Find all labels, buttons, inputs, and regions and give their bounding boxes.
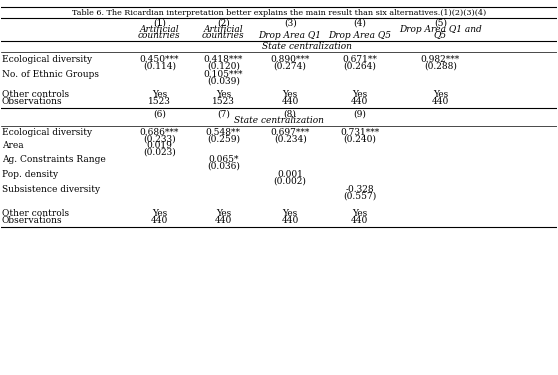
Text: Yes: Yes: [352, 90, 367, 99]
Text: (0.120): (0.120): [207, 62, 240, 71]
Text: Ecological diversity: Ecological diversity: [2, 55, 92, 64]
Text: Yes: Yes: [152, 90, 167, 99]
Text: (1): (1): [153, 19, 166, 28]
Text: Q5: Q5: [434, 31, 447, 40]
Text: Yes: Yes: [352, 209, 367, 218]
Text: Drop Area Q1 and: Drop Area Q1 and: [399, 25, 482, 34]
Text: State centralization: State centralization: [262, 42, 352, 51]
Text: countries: countries: [138, 31, 181, 40]
Text: Yes: Yes: [216, 90, 231, 99]
Text: 0.019: 0.019: [146, 141, 172, 150]
Text: Yes: Yes: [282, 209, 298, 218]
Text: 0.548**: 0.548**: [206, 128, 241, 137]
Text: Drop Area Q1: Drop Area Q1: [258, 31, 321, 40]
Text: 440: 440: [281, 97, 299, 106]
Text: countries: countries: [202, 31, 244, 40]
Text: 0.418***: 0.418***: [204, 55, 243, 64]
Text: State centralization: State centralization: [234, 116, 324, 125]
Text: Artificial: Artificial: [204, 25, 243, 34]
Text: 0.671**: 0.671**: [342, 55, 377, 64]
Text: Area: Area: [2, 141, 23, 150]
Text: Artificial: Artificial: [140, 25, 179, 34]
Text: (0.036): (0.036): [207, 161, 240, 170]
Text: Observations: Observations: [2, 97, 62, 106]
Text: Yes: Yes: [216, 209, 231, 218]
Text: -0.328: -0.328: [345, 185, 374, 194]
Text: (7): (7): [217, 110, 230, 118]
Text: 0.065*: 0.065*: [208, 155, 239, 164]
Text: (0.240): (0.240): [343, 134, 376, 143]
Text: Yes: Yes: [152, 209, 167, 218]
Text: 440: 440: [281, 216, 299, 225]
Text: 0.982***: 0.982***: [421, 55, 460, 64]
Text: Table 6. The Ricardian interpretation better explains the main result than six a: Table 6. The Ricardian interpretation be…: [72, 9, 486, 17]
Text: Yes: Yes: [282, 90, 298, 99]
Text: (0.002): (0.002): [273, 176, 306, 185]
Text: (0.234): (0.234): [274, 134, 306, 143]
Text: No. of Ethnic Groups: No. of Ethnic Groups: [2, 70, 99, 79]
Text: (0.114): (0.114): [143, 62, 176, 71]
Text: 440: 440: [351, 97, 368, 106]
Text: 0.686***: 0.686***: [140, 128, 179, 137]
Text: Observations: Observations: [2, 216, 62, 225]
Text: Pop. density: Pop. density: [2, 170, 58, 179]
Text: 1523: 1523: [212, 97, 235, 106]
Text: (0.274): (0.274): [273, 62, 306, 71]
Text: (0.264): (0.264): [343, 62, 376, 71]
Text: (0.557): (0.557): [343, 191, 376, 200]
Text: (8): (8): [283, 110, 296, 118]
Text: 0.450***: 0.450***: [140, 55, 179, 64]
Text: Ag. Constraints Range: Ag. Constraints Range: [2, 155, 105, 164]
Text: (3): (3): [284, 19, 296, 28]
Text: (0.233): (0.233): [143, 134, 176, 143]
Text: 440: 440: [432, 97, 449, 106]
Text: 0.697***: 0.697***: [271, 128, 310, 137]
Text: 440: 440: [151, 216, 168, 225]
Text: (0.039): (0.039): [207, 77, 240, 86]
Text: (5): (5): [434, 19, 447, 28]
Text: Subsistence diversity: Subsistence diversity: [2, 185, 100, 194]
Text: (0.023): (0.023): [143, 147, 176, 156]
Text: 0.731***: 0.731***: [340, 128, 379, 137]
Text: 0.001: 0.001: [277, 170, 303, 179]
Text: (2): (2): [217, 19, 230, 28]
Text: 0.105***: 0.105***: [204, 70, 243, 79]
Text: 440: 440: [351, 216, 368, 225]
Text: (0.259): (0.259): [207, 134, 240, 143]
Text: 0.890***: 0.890***: [271, 55, 310, 64]
Text: (0.288): (0.288): [424, 62, 457, 71]
Text: 1523: 1523: [148, 97, 171, 106]
Text: Other controls: Other controls: [2, 209, 69, 218]
Text: Drop Area Q5: Drop Area Q5: [328, 31, 391, 40]
Text: (4): (4): [353, 19, 366, 28]
Text: Yes: Yes: [433, 90, 448, 99]
Text: (9): (9): [353, 110, 366, 118]
Text: (6): (6): [153, 110, 166, 118]
Text: Other controls: Other controls: [2, 90, 69, 99]
Text: 440: 440: [215, 216, 232, 225]
Text: Ecological diversity: Ecological diversity: [2, 128, 92, 137]
